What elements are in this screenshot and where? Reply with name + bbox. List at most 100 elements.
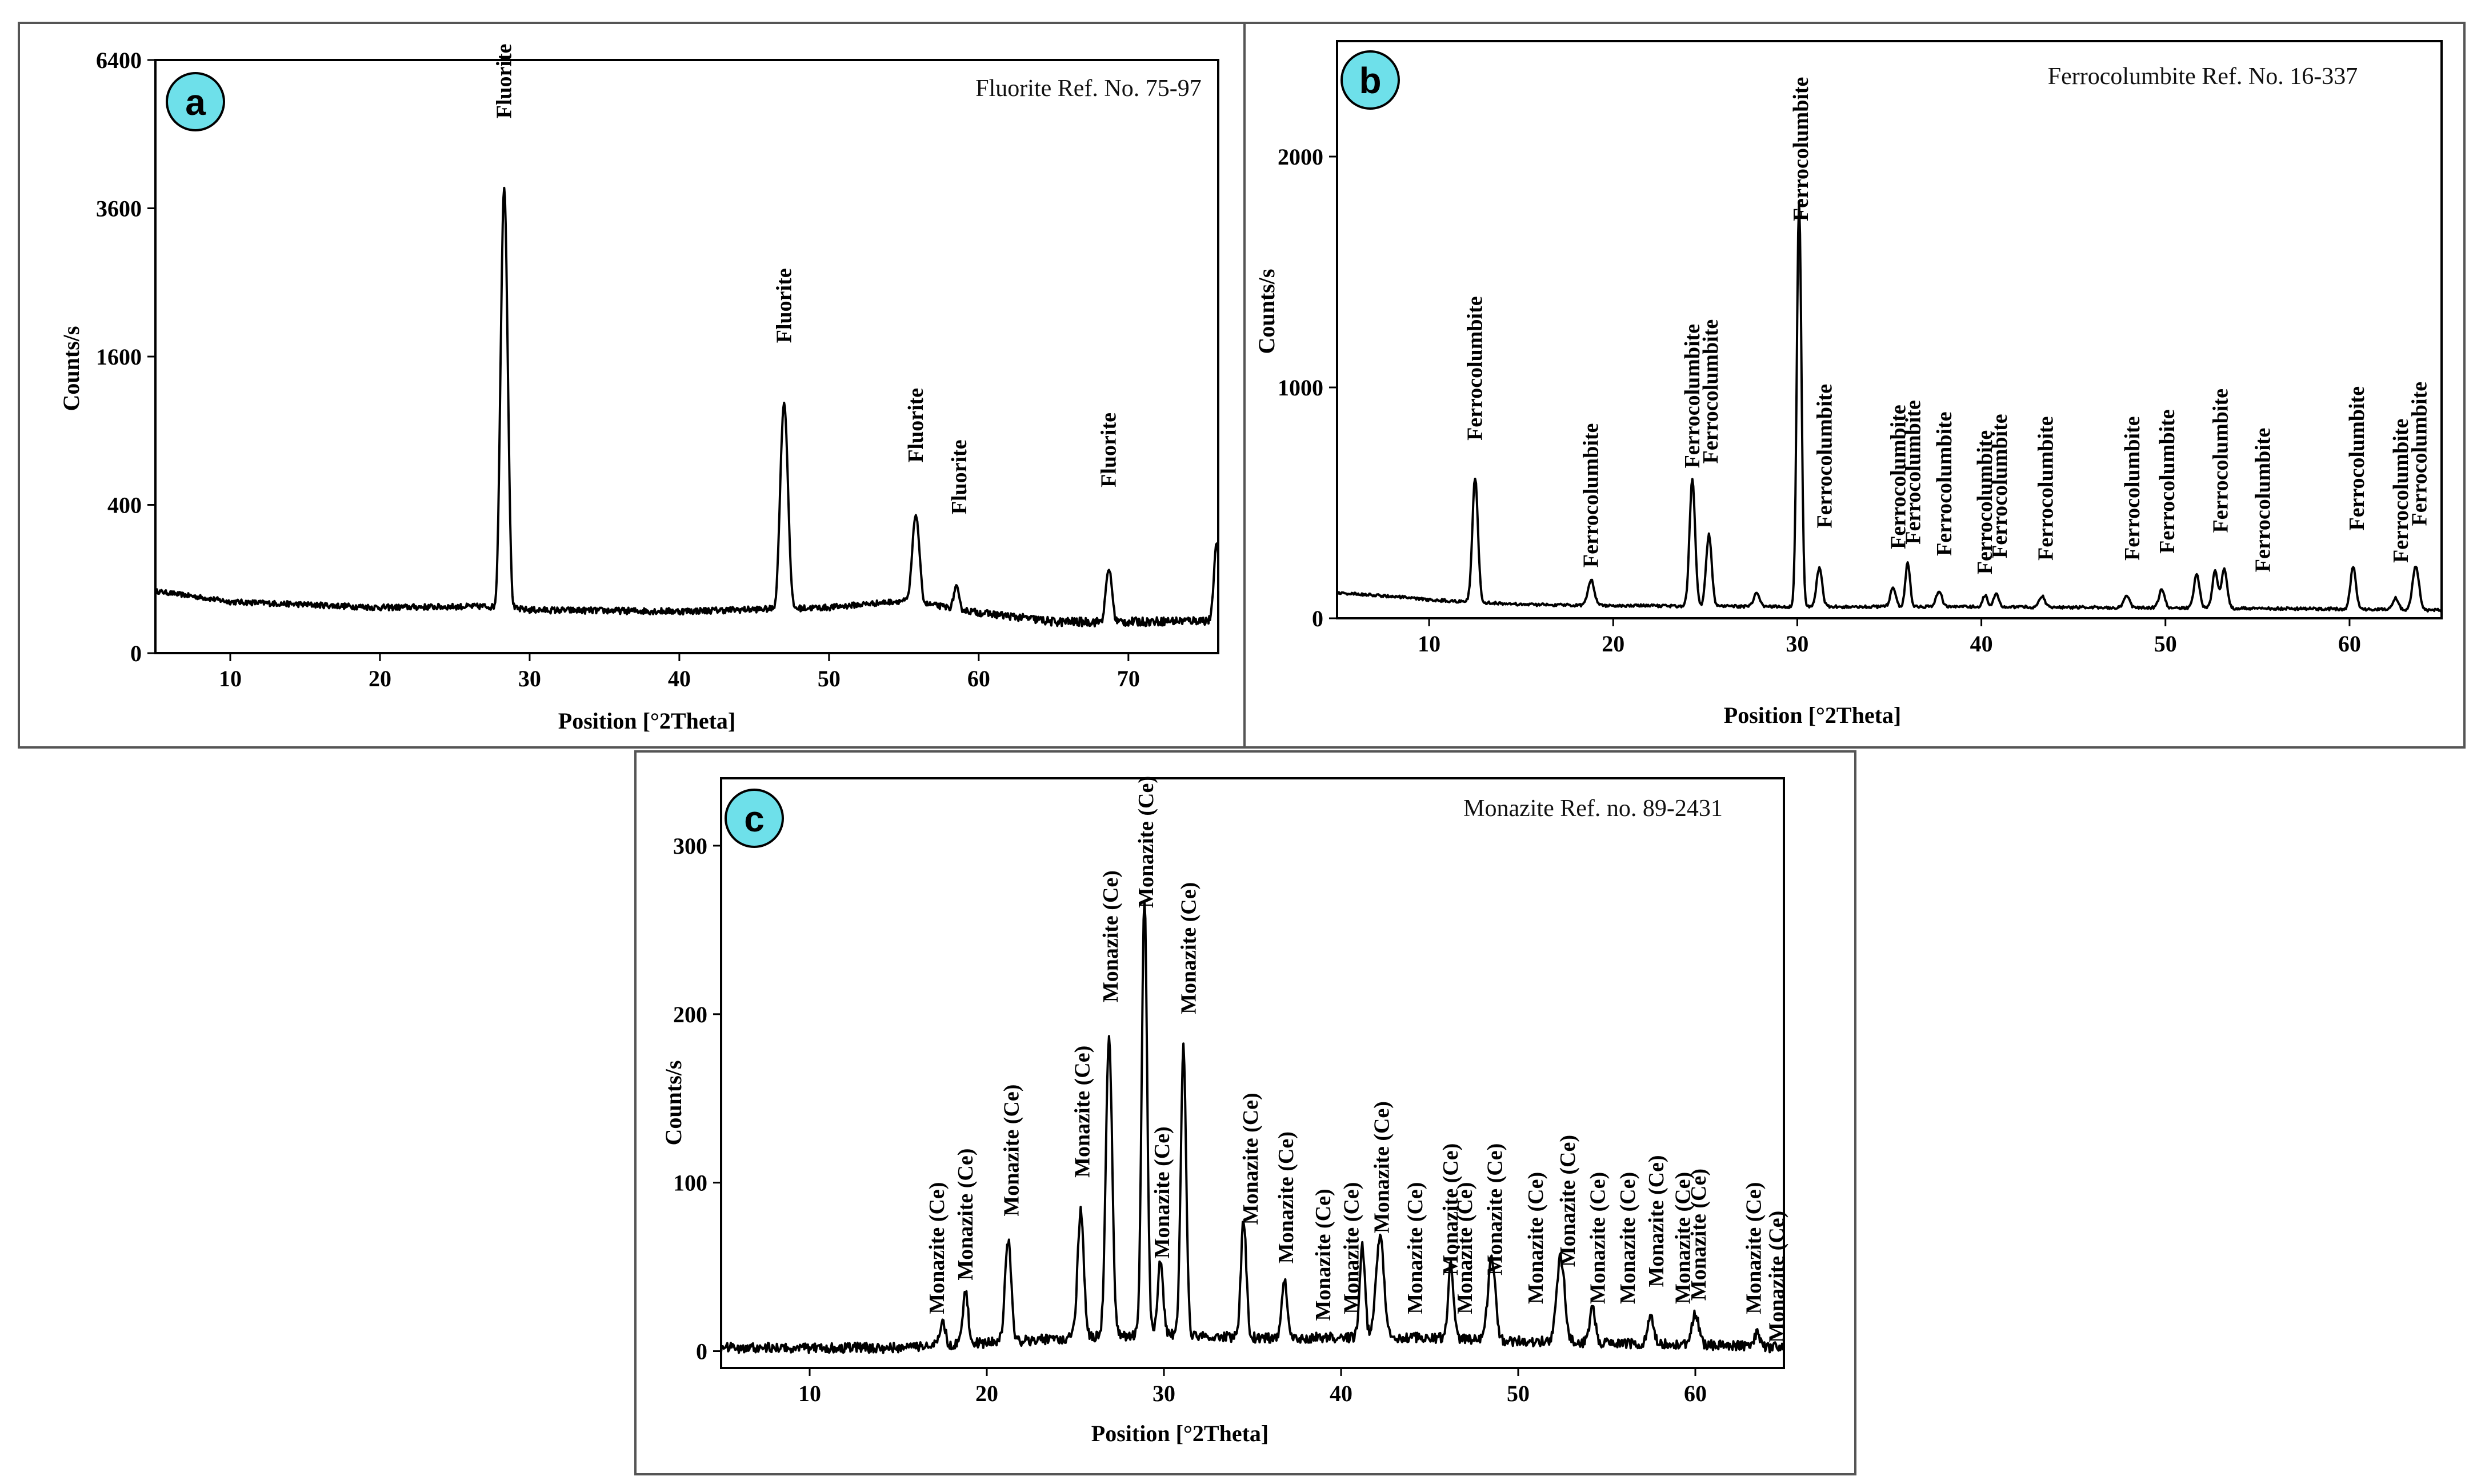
panel-b-y-tick-label: 2000 bbox=[1278, 144, 1323, 170]
panel-c-frame bbox=[634, 750, 1856, 1475]
panel-b-frame bbox=[1243, 22, 2466, 749]
panel-a-badge-circle bbox=[166, 72, 225, 131]
panel-c-ticks: 10 20 30 40 50 60 0 100 200 300 bbox=[673, 833, 1707, 1406]
panel-c-peak-label: Monazite (Ce) bbox=[1644, 1155, 1668, 1287]
panel-b-x-tick-label: 60 bbox=[2338, 631, 2361, 657]
panel-a-x-tick-label: 40 bbox=[668, 666, 691, 691]
panel-c-peak-label: Monazite (Ce) bbox=[1340, 1182, 1364, 1314]
panel-a-x-tick-label: 10 bbox=[219, 666, 242, 691]
panel-a-x-tick-label: 70 bbox=[1117, 666, 1140, 691]
panel-c-peak-label: Monazite (Ce) bbox=[925, 1182, 949, 1314]
panel-c-y-tick-label: 200 bbox=[673, 1002, 707, 1027]
panel-a-x-tick-label: 50 bbox=[818, 666, 841, 691]
panel-b-y-axis-title: Counts/s bbox=[1254, 269, 1279, 354]
panel-b-peak-label: Ferrocolumbite bbox=[1932, 411, 1956, 556]
panel-c-peak-label: Monazite (Ce) bbox=[1671, 1172, 1695, 1304]
panel-b-peak-label: Ferrocolumbite bbox=[1988, 414, 2012, 558]
panel-c-peak-label: Monazite (Ce) bbox=[1134, 776, 1158, 908]
panel-b-peak-label: Ferrocolumbite bbox=[1887, 405, 1911, 549]
panel-c-peak-label: Monazite (Ce) bbox=[1439, 1143, 1463, 1275]
panel-c-badge: c bbox=[725, 789, 784, 848]
panel-c-peak-label: Monazite (Ce) bbox=[1239, 1093, 1263, 1225]
panel-a-y-tick-label: 3600 bbox=[96, 196, 142, 222]
panel-b-peak-label: Ferrocolumbite bbox=[1789, 77, 1813, 222]
panel-b-peak-label: Ferrocolumbite bbox=[2389, 418, 2413, 563]
panel-b-x-tick-label: 50 bbox=[2154, 631, 2177, 657]
panel-b-peak-label: Ferrocolumbite bbox=[2120, 416, 2144, 561]
panel-a-x-tick-label: 60 bbox=[967, 666, 990, 691]
panel-a-x-axis-title: Position [°2Theta] bbox=[558, 708, 735, 734]
panel-c-peak-label: Monazite (Ce) bbox=[1403, 1182, 1427, 1314]
panel-b-y-tick-label: 1000 bbox=[1278, 375, 1323, 401]
panel-b-peak-label: Ferrocolumbite bbox=[2407, 382, 2431, 526]
panel-c-reference: Monazite Ref. no. 89-2431 bbox=[1463, 795, 1723, 822]
panel-b-peak-label: Ferrocolumbite bbox=[1699, 319, 1723, 464]
panel-c-badge-circle bbox=[725, 789, 784, 848]
panel-c-x-tick-label: 30 bbox=[1153, 1381, 1175, 1406]
panel-c-y-tick-label: 0 bbox=[696, 1339, 707, 1365]
panel-b-x-tick-label: 20 bbox=[1602, 631, 1624, 657]
panel-b-x-tick-label: 40 bbox=[1970, 631, 1993, 657]
panel-c-y-axis-title: Counts/s bbox=[661, 1061, 686, 1146]
panel-a-reference: Fluorite Ref. No. 75-97 bbox=[975, 75, 1201, 102]
panel-c-y-tick-label: 300 bbox=[673, 833, 707, 859]
panel-a-peak-label: Fluorite bbox=[772, 268, 796, 343]
panel-b-y-tick-label: 0 bbox=[1312, 606, 1323, 631]
panel-a-x-tick-label: 30 bbox=[518, 666, 541, 691]
panel-b-peak-label: Ferrocolumbite bbox=[1901, 400, 1925, 545]
panel-c-peak-label: Monazite (Ce) bbox=[954, 1149, 978, 1281]
panel-a-y-tick-label: 6400 bbox=[96, 47, 142, 73]
panel-c-x-axis-title: Position [°2Theta] bbox=[1091, 1421, 1268, 1446]
panel-c-peak-label: Monazite (Ce) bbox=[1274, 1131, 1298, 1263]
panel-c-peak-label: Monazite (Ce) bbox=[1311, 1189, 1335, 1321]
panel-c: Monazite Ref. no. 89-2431 Position [°2Th… bbox=[661, 776, 1789, 1446]
panel-b-peak-label: Ferrocolumbite bbox=[2034, 416, 2058, 561]
panel-b-peak-label: Ferrocolumbite bbox=[2155, 409, 2179, 554]
panel-c-peak-label: Monazite (Ce) bbox=[1524, 1172, 1548, 1304]
panel-a-y-tick-label: 0 bbox=[130, 641, 142, 666]
panel-a-y-tick-label: 400 bbox=[107, 493, 142, 518]
panel-a-trace bbox=[154, 186, 1219, 627]
panel-c-peak-label: Monazite (Ce) bbox=[1150, 1126, 1174, 1258]
panel-c-peak-label: Monazite (Ce) bbox=[1742, 1182, 1766, 1314]
panel-b-x-tick-label: 30 bbox=[1786, 631, 1808, 657]
panel-b-peak-label: Ferrocolumbite bbox=[2345, 386, 2369, 531]
panel-a-badge: a bbox=[166, 72, 225, 131]
panel-a-y-tick-label: 1600 bbox=[96, 344, 142, 370]
panel-c-peak-label: Monazite (Ce) bbox=[1453, 1182, 1477, 1314]
panel-c-peak-label: Monazite (Ce) bbox=[1070, 1046, 1094, 1178]
panel-b-peak-label: Ferrocolumbite bbox=[1973, 430, 1997, 575]
panel-c-x-tick-label: 60 bbox=[1684, 1381, 1707, 1406]
panel-c-x-tick-label: 50 bbox=[1507, 1381, 1530, 1406]
panel-c-peak-label: Monazite (Ce) bbox=[1616, 1172, 1640, 1304]
panel-c-peak-label: Monazite (Ce) bbox=[999, 1085, 1023, 1217]
panel-c-x-tick-label: 10 bbox=[798, 1381, 821, 1406]
panel-b-peak-label: Ferrocolumbite bbox=[1463, 296, 1487, 441]
panel-a-badge-letter: a bbox=[185, 82, 206, 123]
panel-b-peak-label: Ferrocolumbite bbox=[2208, 389, 2232, 533]
panel-a: Fluorite Ref. No. 75-97 Position [°2Thet… bbox=[58, 44, 1219, 734]
panel-c-x-tick-label: 40 bbox=[1330, 1381, 1352, 1406]
panel-c-plot-area bbox=[720, 777, 1785, 1369]
panel-c-peak-label: Monazite (Ce) bbox=[1370, 1101, 1394, 1233]
panel-b-reference: Ferrocolumbite Ref. No. 16-337 bbox=[2048, 63, 2358, 90]
panel-c-badge-letter: c bbox=[744, 798, 765, 839]
panel-b-peak-label: Ferrocolumbite bbox=[1813, 384, 1837, 529]
panel-b-badge: b bbox=[1340, 50, 1400, 110]
panel-b-x-tick-label: 10 bbox=[1418, 631, 1440, 657]
panel-b-x-axis-title: Position [°2Theta] bbox=[1724, 702, 1901, 728]
panel-b-ticks: 10 20 30 40 50 60 0 1000 2000 bbox=[1278, 144, 2361, 657]
panel-c-peak-labels: Monazite (Ce) Monazite (Ce) Monazite (Ce) M… bbox=[925, 776, 1788, 1343]
panel-b-badge-circle bbox=[1340, 50, 1400, 110]
panel-a-peak-label: Fluorite bbox=[904, 388, 928, 463]
panel-a-y-axis-title: Counts/s bbox=[58, 326, 84, 411]
panel-c-peak-label: Monazite (Ce) bbox=[1765, 1211, 1789, 1343]
panel-c-y-tick-label: 100 bbox=[673, 1170, 707, 1196]
panel-c-peak-label: Monazite (Ce) bbox=[1177, 882, 1201, 1014]
panel-b-trace bbox=[1336, 201, 2443, 613]
panel-b: Ferrocolumbite Ref. No. 16-337 Position … bbox=[1254, 40, 2443, 728]
panel-b-peak-labels: FerrocolumbiteFerrocolumbiteFerrocolumbi… bbox=[1463, 77, 2432, 575]
panel-a-x-tick-label: 20 bbox=[369, 666, 391, 691]
panel-b-peak-label: Ferrocolumbite bbox=[1579, 423, 1603, 568]
panel-c-peak-label: Monazite (Ce) bbox=[1099, 870, 1123, 1002]
